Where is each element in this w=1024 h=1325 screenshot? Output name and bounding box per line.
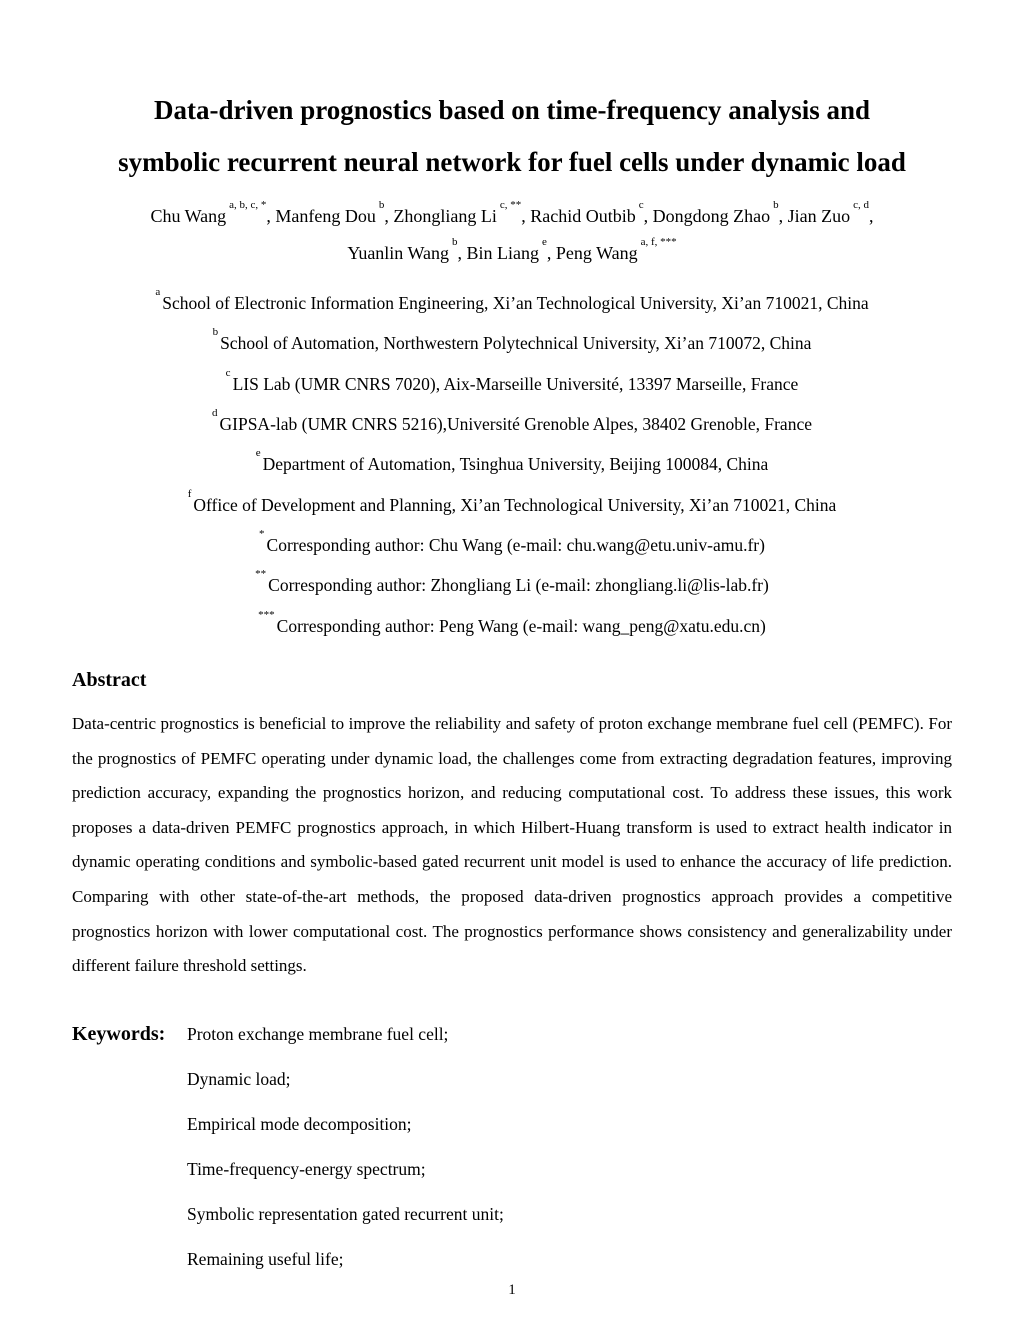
affiliation: eDepartment of Automation, Tsinghua Univ…: [72, 442, 952, 482]
author-separator: ,: [384, 206, 394, 226]
author-affiliation-marker: b: [378, 199, 385, 211]
author-separator: ,: [266, 206, 276, 226]
abstract-heading: Abstract: [72, 668, 147, 691]
author-affiliation-marker: b: [773, 199, 779, 211]
affiliation-marker: a: [155, 286, 161, 298]
keyword: Empirical mode decomposition;: [187, 1113, 412, 1134]
author-name: Yuanlin Wang: [347, 243, 450, 263]
author-separator: ,: [546, 243, 556, 263]
keyword: Symbolic representation gated recurrent …: [187, 1203, 504, 1224]
author-affiliation-marker: a, f, ***: [640, 236, 677, 248]
author-name: Jian Zuo: [787, 206, 851, 226]
affiliation-text: LIS Lab (UMR CNRS 7020), Aix-Marseille U…: [232, 373, 799, 394]
keyword: Time-frequency-energy spectrum;: [187, 1158, 426, 1179]
affiliation: fOffice of Development and Planning, Xi’…: [72, 483, 952, 523]
author: Peng Wanga, f, ***: [555, 236, 677, 263]
author-affiliation-marker: a, b, c, *: [229, 199, 267, 211]
affiliation-text: School of Automation, Northwestern Polyt…: [220, 333, 812, 354]
author-affiliation-marker: e: [542, 236, 547, 248]
author: Dongdong Zhaob,: [652, 199, 788, 226]
author: Jian Zuoc, d,: [787, 199, 874, 226]
affiliation-marker: b: [212, 326, 219, 339]
author-line-1: Chu Wanga, b, c, *, Manfeng Doub, Zhongl…: [72, 196, 952, 233]
affiliation-text: Department of Automation, Tsinghua Unive…: [262, 454, 769, 475]
author-name: Rachid Outbib: [530, 206, 636, 226]
author-name: Dongdong Zhao: [652, 206, 771, 226]
author-name: Manfeng Dou: [275, 206, 376, 226]
affiliation-text: GIPSA-lab (UMR CNRS 5216),Université Gre…: [219, 413, 813, 434]
affiliation-marker: c: [225, 366, 231, 379]
keywords-label: Keywords:: [72, 1022, 166, 1045]
affiliation: aSchool of Electronic Information Engine…: [72, 281, 952, 321]
keywords-section: Keywords: Proton exchange membrane fuel …: [72, 1012, 952, 1282]
author-name: Bin Liang: [466, 243, 540, 263]
author: Manfeng Doub,: [275, 199, 394, 226]
corresponding-author: *Corresponding author: Chu Wang (e-mail:…: [72, 523, 952, 563]
correspondence-list: *Corresponding author: Chu Wang (e-mail:…: [72, 523, 952, 644]
abstract-text: Data-centric prognostics is beneficial t…: [72, 713, 952, 976]
affiliation-marker: d: [212, 406, 218, 419]
author-name: Zhongliang Li: [393, 206, 497, 226]
author-affiliation-marker: c: [638, 199, 644, 211]
keyword: Remaining useful life;: [187, 1248, 344, 1269]
corresponding-marker: ***: [258, 608, 275, 621]
paper-title: Data-driven prognostics based on time-fr…: [72, 84, 952, 188]
affiliation: bSchool of Automation, Northwestern Poly…: [72, 321, 952, 361]
author-affiliation-marker: c, **: [499, 199, 522, 211]
author: Zhongliang Lic, **,: [393, 199, 531, 226]
author: Bin Liange,: [466, 236, 556, 263]
affiliation-text: School of Electronic Information Enginee…: [162, 292, 869, 313]
author-affiliation-marker: c, d: [853, 199, 870, 211]
page-number: 1: [508, 1282, 516, 1298]
author: Rachid Outbibc,: [530, 199, 653, 226]
corresponding-text: Corresponding author: Zhongliang Li (e-m…: [268, 575, 769, 596]
author-separator: ,: [521, 206, 531, 226]
author-separator: ,: [869, 206, 874, 226]
author: Yuanlin Wangb,: [347, 236, 467, 263]
author-line-2: Yuanlin Wangb, Bin Liange, Peng Wanga, f…: [72, 233, 952, 270]
affiliation: dGIPSA-lab (UMR CNRS 5216),Université Gr…: [72, 402, 952, 442]
author-list: Chu Wanga, b, c, *, Manfeng Doub, Zhongl…: [72, 196, 952, 270]
title-line: Data-driven prognostics based on time-fr…: [153, 95, 871, 125]
keyword: Dynamic load;: [187, 1068, 291, 1089]
title-line: symbolic recurrent neural network for fu…: [118, 147, 906, 177]
affiliation-marker: e: [255, 447, 261, 460]
keywords-list: Proton exchange membrane fuel cell; Dyna…: [187, 1012, 952, 1282]
corresponding-author: ***Corresponding author: Peng Wang (e-ma…: [72, 604, 952, 644]
author-name: Chu Wang: [150, 206, 227, 226]
author-affiliation-marker: b: [452, 236, 458, 248]
author-separator: ,: [778, 206, 788, 226]
affiliation-marker: f: [187, 487, 192, 500]
author-name: Peng Wang: [555, 243, 638, 263]
keyword: Proton exchange membrane fuel cell;: [187, 1023, 449, 1044]
corresponding-text: Corresponding author: Chu Wang (e-mail: …: [266, 534, 765, 555]
affiliation: cLIS Lab (UMR CNRS 7020), Aix-Marseille …: [72, 362, 952, 402]
author-separator: ,: [643, 206, 653, 226]
affiliation-list: aSchool of Electronic Information Engine…: [72, 281, 952, 523]
corresponding-marker: **: [255, 568, 267, 581]
corresponding-text: Corresponding author: Peng Wang (e-mail:…: [276, 615, 766, 636]
corresponding-marker: *: [259, 527, 265, 540]
affiliation-text: Office of Development and Planning, Xi’a…: [193, 494, 837, 515]
author-separator: ,: [457, 243, 467, 263]
author: Chu Wanga, b, c, *,: [150, 199, 276, 226]
corresponding-author: **Corresponding author: Zhongliang Li (e…: [72, 563, 952, 603]
